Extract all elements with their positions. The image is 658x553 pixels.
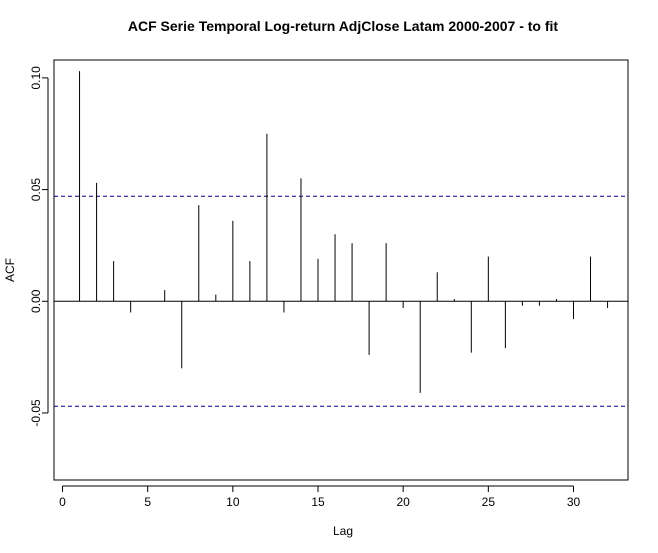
y-tick-label-3: 0.10 <box>29 66 43 90</box>
x-tick-label-10: 10 <box>226 495 240 509</box>
x-tick-label-30: 30 <box>567 495 581 509</box>
y-tick-label-0: -0.05 <box>29 399 43 427</box>
y-axis-label: ACF <box>3 258 17 282</box>
plot-frame <box>53 59 629 481</box>
x-tick-label-0: 0 <box>59 495 66 509</box>
y-tick-label-1: 0.00 <box>29 289 43 313</box>
x-tick-label-20: 20 <box>396 495 410 509</box>
x-tick-label-25: 25 <box>482 495 496 509</box>
plot-area: 0 5 10 15 20 25 30 -0.05 0.00 0.05 0.10 <box>29 59 629 509</box>
y-tick-label-2: 0.05 <box>29 178 43 202</box>
x-tick-label-5: 5 <box>144 495 151 509</box>
chart-title: ACF Serie Temporal Log-return AdjClose L… <box>128 18 559 34</box>
x-tick-label-15: 15 <box>311 495 325 509</box>
x-axis-label: Lag <box>333 524 353 538</box>
